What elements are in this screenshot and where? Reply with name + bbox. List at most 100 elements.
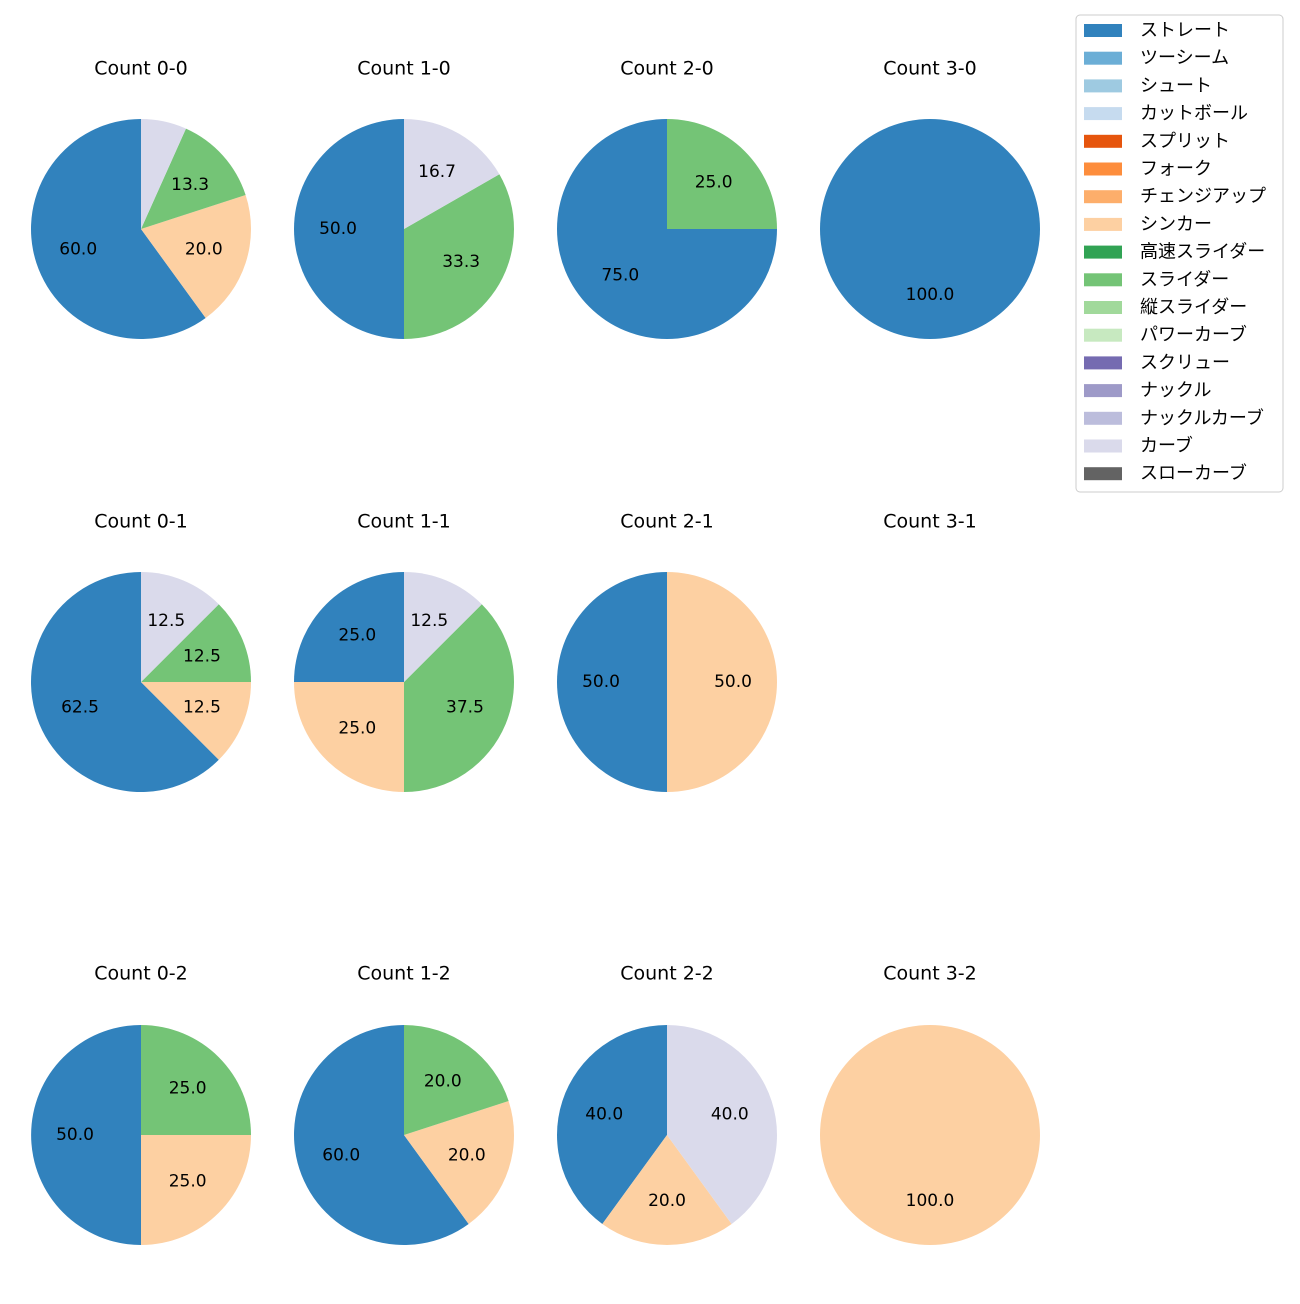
legend-label: カーブ xyxy=(1140,435,1193,457)
slice-value-label: 25.0 xyxy=(169,1078,207,1098)
slice-value-label: 20.0 xyxy=(448,1145,486,1165)
slice-value-label: 25.0 xyxy=(169,1172,207,1192)
pie-slice xyxy=(141,604,251,682)
legend-swatch xyxy=(1084,79,1122,93)
pie-slice xyxy=(404,1025,509,1135)
legend-label: ナックル xyxy=(1140,380,1211,401)
slice-value-label: 40.0 xyxy=(585,1105,623,1125)
legend-label: ツーシーム xyxy=(1140,48,1229,69)
legend-swatch xyxy=(1084,162,1122,176)
legend-item: シュート xyxy=(1084,75,1212,96)
legend-label: スローカーブ xyxy=(1140,462,1247,484)
chart-title: Count 3-1 xyxy=(883,511,977,533)
chart-title: Count 0-1 xyxy=(94,511,188,533)
slice-value-label: 20.0 xyxy=(185,239,223,259)
pie-slice xyxy=(404,604,514,792)
pie-chart: Count 2-1 50.0 50.0 xyxy=(557,511,777,792)
legend-item: 高速スライダー xyxy=(1084,242,1265,263)
legend-swatch xyxy=(1084,190,1122,204)
legend-label: カットボール xyxy=(1140,103,1248,124)
legend-swatch xyxy=(1084,467,1122,481)
chart-title: Count 1-0 xyxy=(357,58,451,80)
pie-slice xyxy=(820,119,1040,339)
pie-slice xyxy=(294,119,404,339)
chart-title: Count 2-2 xyxy=(620,963,714,985)
slice-value-label: 16.7 xyxy=(418,162,456,182)
pie-slice xyxy=(404,119,500,229)
legend-label: スクリュー xyxy=(1140,352,1230,373)
chart-title: Count 1-1 xyxy=(357,511,451,533)
slice-value-label: 12.5 xyxy=(147,611,185,631)
chart-title: Count 3-2 xyxy=(883,963,977,985)
legend-swatch xyxy=(1084,107,1122,121)
chart-title: Count 1-2 xyxy=(357,963,451,985)
pie-chart: Count 3-2 100.0 xyxy=(820,963,1040,1245)
pie-slice xyxy=(294,572,404,682)
legend-label: パワーカーブ xyxy=(1140,324,1247,346)
slice-value-label: 40.0 xyxy=(711,1105,749,1125)
pie-chart: Count 3-0 100.0 xyxy=(820,58,1040,339)
chart-title: Count 0-0 xyxy=(94,58,188,80)
legend-item: 縦スライダー xyxy=(1084,297,1247,318)
slice-value-label: 62.5 xyxy=(61,697,99,717)
pie-slice xyxy=(30,572,219,792)
pie-slice xyxy=(141,1135,251,1245)
slice-value-label: 75.0 xyxy=(601,266,639,286)
legend-swatch xyxy=(1084,24,1122,37)
slice-value-label: 12.5 xyxy=(183,697,221,717)
legend-label: ナックルカーブ xyxy=(1140,407,1264,429)
pie-slice xyxy=(141,682,251,760)
slice-value-label: 20.0 xyxy=(424,1072,462,1092)
pie-chart: Count 2-2 40.0 20.0 40.0 xyxy=(556,963,778,1246)
pie-chart: Count 1-1 25.0 25.0 37.5 12.5 xyxy=(294,511,514,792)
slice-value-label: 25.0 xyxy=(338,625,376,645)
legend-swatch xyxy=(1084,411,1122,425)
slice-value-label: 60.0 xyxy=(59,239,97,259)
legend-item: スクリュー xyxy=(1084,352,1230,373)
legend-item: フォーク xyxy=(1084,159,1212,180)
pie-slice xyxy=(602,1135,732,1246)
pie-slice xyxy=(294,1025,469,1246)
pie-slice xyxy=(141,1025,251,1135)
pie-slice xyxy=(141,195,252,318)
slice-value-label: 60.0 xyxy=(322,1145,360,1165)
chart-title: Count 0-2 xyxy=(94,963,188,985)
chart-title: Count 2-1 xyxy=(620,511,714,533)
legend-swatch xyxy=(1084,134,1122,148)
pie-slice xyxy=(404,1101,515,1224)
legend-swatch xyxy=(1084,273,1122,287)
legend-label: ストレート xyxy=(1140,20,1230,41)
pie-chart: Count 0-2 50.0 25.0 25.0 xyxy=(31,963,251,1245)
legend-item: パワーカーブ xyxy=(1084,324,1247,346)
slice-value-label: 37.5 xyxy=(446,697,484,717)
legend-label: 高速スライダー xyxy=(1140,242,1265,263)
pie-slice xyxy=(667,572,777,792)
pie-slice xyxy=(820,1025,1040,1245)
legend-label: チェンジアップ xyxy=(1140,186,1266,207)
slice-value-label: 12.5 xyxy=(410,611,448,631)
legend-swatch xyxy=(1084,439,1122,453)
legend-swatch xyxy=(1084,51,1122,65)
legend-label: シュート xyxy=(1140,75,1212,96)
legend-item: ツーシーム xyxy=(1084,48,1229,69)
legend-swatch xyxy=(1084,356,1122,370)
chart-title: Count 2-0 xyxy=(620,58,714,80)
pie-slice xyxy=(141,119,186,229)
slice-value-label: 12.5 xyxy=(183,647,221,667)
legend-swatch xyxy=(1084,245,1122,259)
legend-item: カットボール xyxy=(1084,103,1248,124)
chart-title: Count 3-0 xyxy=(883,58,977,80)
legend-label: スライダー xyxy=(1140,269,1229,290)
slice-value-label: 25.0 xyxy=(338,719,376,739)
legend-label: 縦スライダー xyxy=(1140,297,1247,318)
pie-slice xyxy=(141,572,219,682)
legend-label: スプリット xyxy=(1140,131,1230,152)
pie-slice xyxy=(31,119,206,339)
legend-frame xyxy=(1075,14,1284,493)
legend-item: スプリット xyxy=(1084,131,1230,152)
legend-swatch xyxy=(1084,384,1122,398)
slice-value-label: 50.0 xyxy=(319,219,357,239)
legend-swatch xyxy=(1084,328,1122,342)
legend-item: シンカー xyxy=(1084,214,1212,235)
